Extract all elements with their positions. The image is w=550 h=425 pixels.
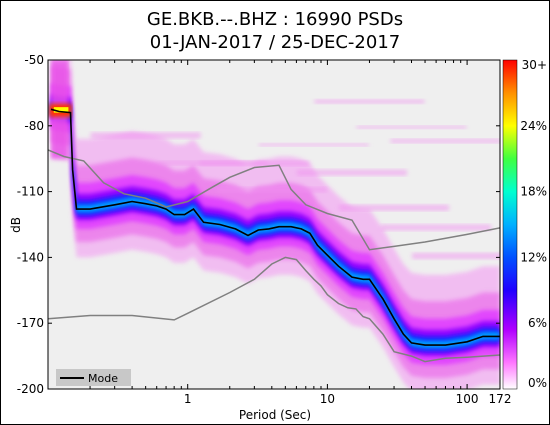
x-axis-label: Period (Sec) <box>239 408 311 422</box>
legend: Mode <box>56 369 131 386</box>
legend-box <box>56 369 131 386</box>
density-streak <box>314 99 425 104</box>
y-axis: -50 -80 -110 -140 -170 -200 <box>17 53 500 396</box>
density-hot-core <box>53 107 69 113</box>
y-tick-label: -200 <box>17 382 44 396</box>
y-tick-label: -170 <box>17 316 44 330</box>
density-streak <box>258 143 369 147</box>
chart-title-line1: GE.BKB.--.BHZ : 16990 PSDs <box>147 9 403 30</box>
y-tick-label: -110 <box>17 185 44 199</box>
colorbar-labels: 0% 6% 12% 18% 24% 30+ <box>520 58 547 390</box>
curve-layer <box>48 108 500 363</box>
chart-title-line2: 01-JAN-2017 / 25-DEC-2017 <box>150 32 401 53</box>
legend-mode-label: Mode <box>88 372 118 385</box>
density-streak <box>390 138 500 143</box>
x-tick-label: 172 <box>489 392 512 406</box>
density-streak <box>339 204 450 211</box>
x-tick-label: 100 <box>456 392 479 406</box>
plot-border <box>47 59 501 390</box>
colorbar: 0% 6% 12% 18% 24% 30+ <box>502 58 547 390</box>
density-streak <box>381 224 492 231</box>
colorbar-label: 24% <box>520 119 547 133</box>
nhnm-curve <box>48 149 500 251</box>
density-streak <box>356 125 467 129</box>
colorbar-label: 12% <box>520 250 547 264</box>
x-tick-label: 1 <box>184 392 192 406</box>
x-axis: 1 10 100 172 <box>47 60 512 406</box>
y-tick-label: -140 <box>17 250 44 264</box>
colorbar-label: 0% <box>528 376 547 390</box>
density-streak <box>216 187 327 193</box>
colorbar-label: 6% <box>528 316 547 330</box>
colorbar-label: 18% <box>520 185 547 199</box>
colorbar-label: 30+ <box>522 58 547 72</box>
density-streak <box>412 253 500 260</box>
density-streak <box>90 132 201 139</box>
colorbar-gradient <box>502 59 518 390</box>
density-streak <box>199 160 310 166</box>
mode-curve <box>50 108 500 346</box>
nlnm-curve <box>48 256 500 363</box>
y-axis-label: dB <box>9 217 23 233</box>
density-streak <box>296 169 407 176</box>
y-tick-label: -80 <box>24 119 44 133</box>
x-tick-label: 10 <box>320 392 335 406</box>
y-tick-label: -50 <box>24 53 44 67</box>
